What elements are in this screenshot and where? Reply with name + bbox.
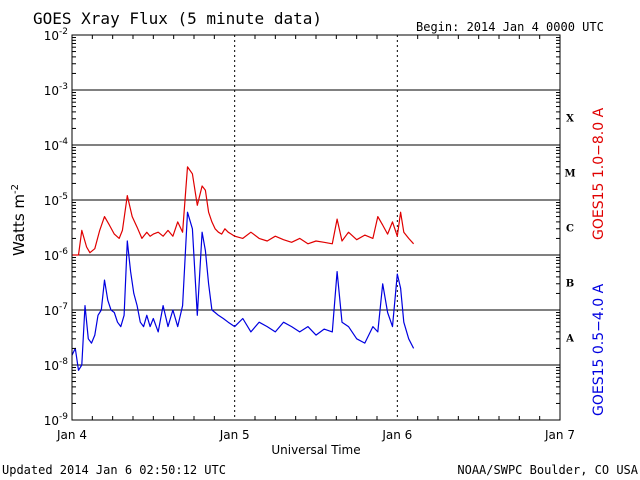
source-label: NOAA/SWPC Boulder, CO USA <box>457 463 638 477</box>
x-tick-labels: Jan 4 Jan 5 Jan 6 Jan 7 <box>56 428 575 442</box>
y-tick-label: 10-2 <box>44 27 68 43</box>
y-axis-label-sup: -2 <box>10 184 21 194</box>
series-label-short: GOES15 0.5−4.0 A <box>591 283 607 416</box>
series-lines <box>71 166 415 371</box>
y-tick-label: 10-8 <box>44 357 69 373</box>
y-axis-label-main: Watts m <box>10 194 28 256</box>
y-tick-label: 10-6 <box>44 247 69 263</box>
flare-class-label: C <box>566 224 574 235</box>
flare-class-label: B <box>566 279 574 290</box>
x-tick-label: Jan 7 <box>544 428 575 442</box>
x-axis-label: Universal Time <box>271 443 360 457</box>
series-label-long: GOES15 1.0−8.0 A <box>591 107 607 240</box>
flare-class-label: X <box>566 114 574 125</box>
flare-class-labels: X M C B A <box>564 114 575 345</box>
y-tick-label: 10-5 <box>44 192 68 208</box>
y-axis-label: Watts m-2 <box>10 184 28 256</box>
y-tick-label: 10-7 <box>44 302 68 318</box>
flare-class-label: M <box>564 169 575 180</box>
plot-border <box>71 34 561 421</box>
y-tick-label: 10-4 <box>44 137 69 153</box>
x-tick-label: Jan 4 <box>56 428 87 442</box>
x-tick-label: Jan 5 <box>219 428 250 442</box>
y-tick-label: 10-3 <box>44 82 68 98</box>
chart-title: GOES Xray Flux (5 minute data) <box>33 9 322 28</box>
updated-label: Updated 2014 Jan 6 02:50:12 UTC <box>2 463 226 477</box>
flare-class-label: A <box>565 334 574 345</box>
begin-label: Begin: 2014 Jan 4 0000 UTC <box>416 20 604 34</box>
series-line-short <box>71 211 415 371</box>
x-tick-label: Jan 6 <box>381 428 412 442</box>
y-tick-label: 10-9 <box>44 412 69 428</box>
series-line-long <box>72 166 415 256</box>
y-tick-labels: 10-2 10-3 10-4 10-5 10-6 10-7 10-8 10-9 <box>44 27 69 428</box>
plot-frame <box>71 34 561 421</box>
grid-lines <box>72 34 560 421</box>
